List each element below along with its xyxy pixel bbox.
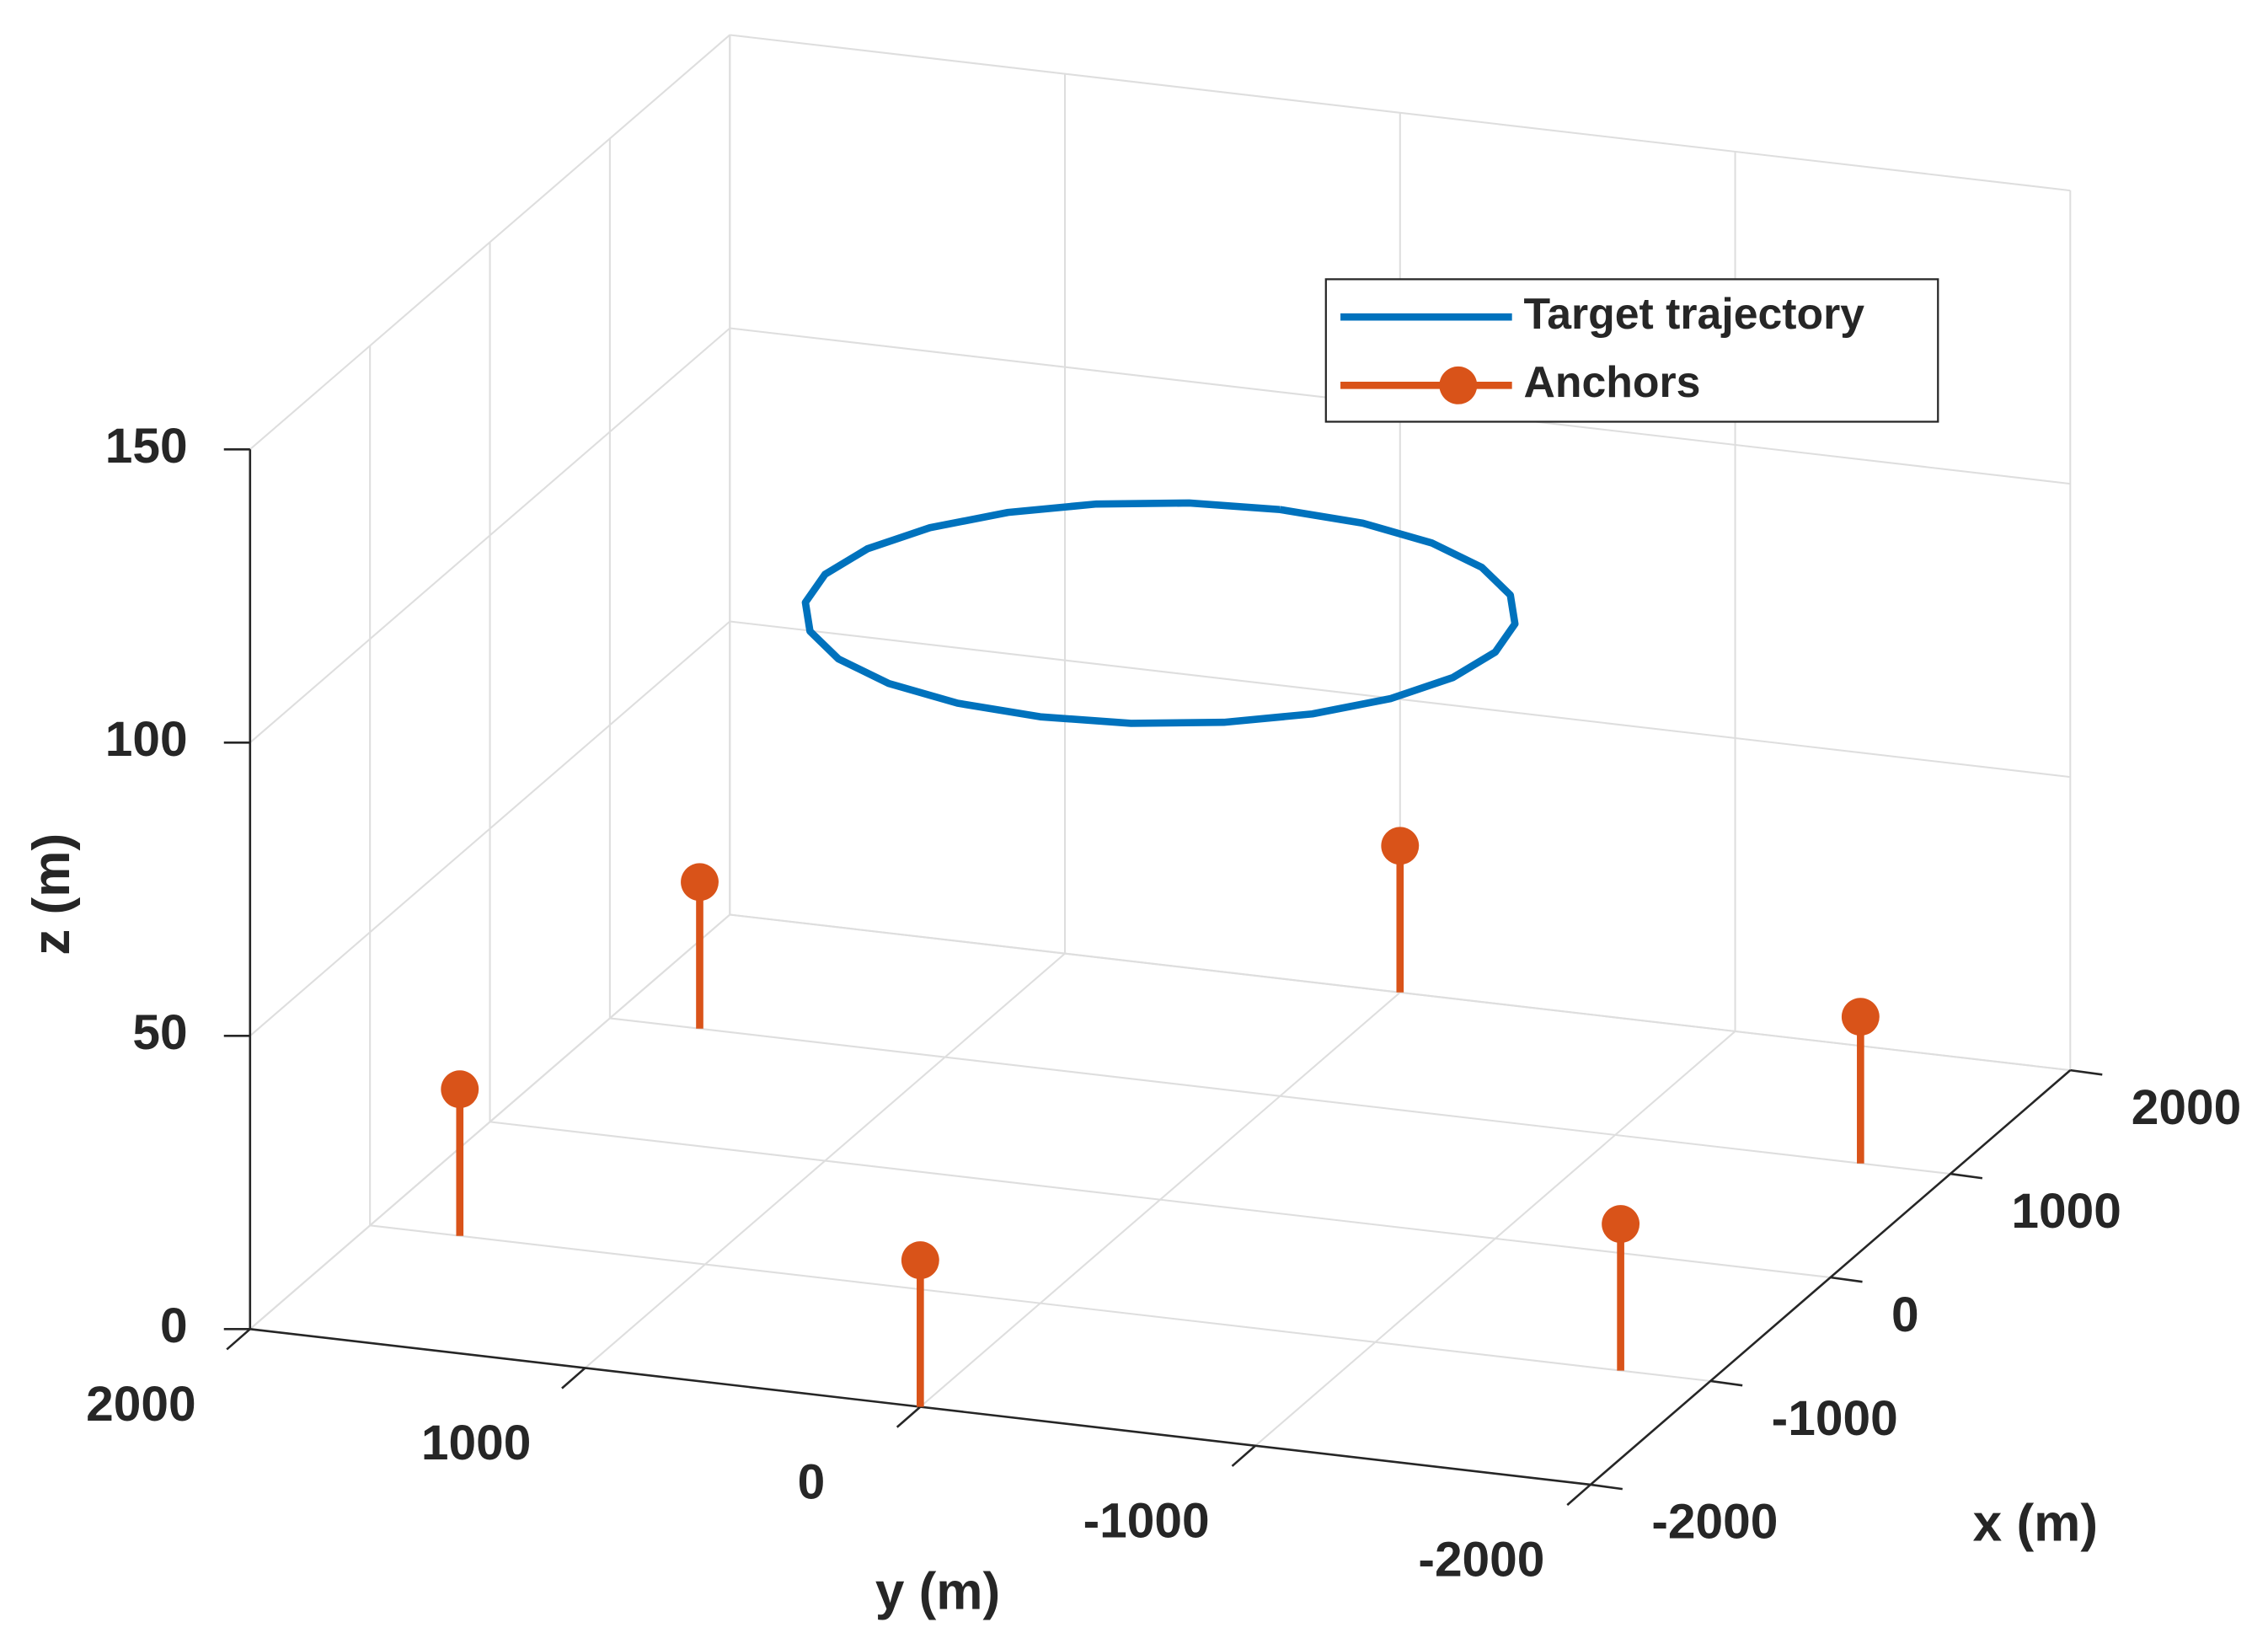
legend: Target trajectory Anchors: [1324, 278, 1939, 423]
x-tick-label: -1000: [1772, 1391, 1898, 1446]
z-tick-label: 100: [105, 712, 188, 767]
y-tick-label: 0: [798, 1454, 826, 1509]
y-tick-label: 2000: [86, 1377, 195, 1432]
y-tick: [226, 1328, 251, 1351]
y-axis-label: y (m): [875, 1562, 1000, 1620]
stem-marker: [1381, 827, 1420, 865]
x-tick-label: 0: [1891, 1288, 1919, 1342]
grid-line: [919, 992, 1401, 1408]
y-tick: [561, 1367, 586, 1389]
stem-marker: [441, 1070, 479, 1109]
z-tick-label: 0: [160, 1298, 188, 1353]
stem-marker: [681, 863, 719, 902]
grid-line: [584, 952, 1066, 1369]
grid-line: [249, 913, 730, 1330]
trajectory-line: [801, 499, 1519, 727]
x-tick: [1590, 1483, 1623, 1491]
x-tick: [1830, 1276, 1863, 1283]
y-tick: [1566, 1483, 1591, 1507]
z-tick-label: 50: [132, 1005, 187, 1060]
y-tick-label: 1000: [421, 1416, 531, 1470]
y-tick: [1231, 1444, 1256, 1467]
z-tick-label: 150: [105, 419, 188, 474]
legend-label: Target trajectory: [1523, 289, 1864, 338]
grid-line: [249, 327, 730, 744]
y-tick: [896, 1405, 922, 1428]
legend-marker: [1439, 366, 1478, 404]
x-tick: [1950, 1172, 1983, 1180]
x-tick: [1710, 1379, 1743, 1387]
legend-box: [1324, 278, 1939, 423]
stem-marker: [1841, 998, 1880, 1036]
stem-marker: [901, 1241, 939, 1280]
grid-line: [249, 620, 730, 1037]
y-tick-label: -1000: [1083, 1493, 1210, 1548]
x-tick: [2070, 1068, 2103, 1076]
z-axis-label: z (m): [23, 833, 81, 956]
x-tick-label: 1000: [2011, 1184, 2121, 1239]
x-tick-label: 2000: [2132, 1080, 2241, 1135]
x-tick-label: -2000: [1651, 1495, 1778, 1550]
grid-line: [1254, 1031, 1736, 1447]
grid-line: [249, 34, 730, 451]
stem-marker: [1602, 1205, 1640, 1244]
y-tick-label: -2000: [1418, 1533, 1544, 1587]
x-axis-label: x (m): [1973, 1494, 2098, 1552]
legend-label: Anchors: [1523, 357, 1700, 406]
grid-line: [730, 34, 2071, 192]
